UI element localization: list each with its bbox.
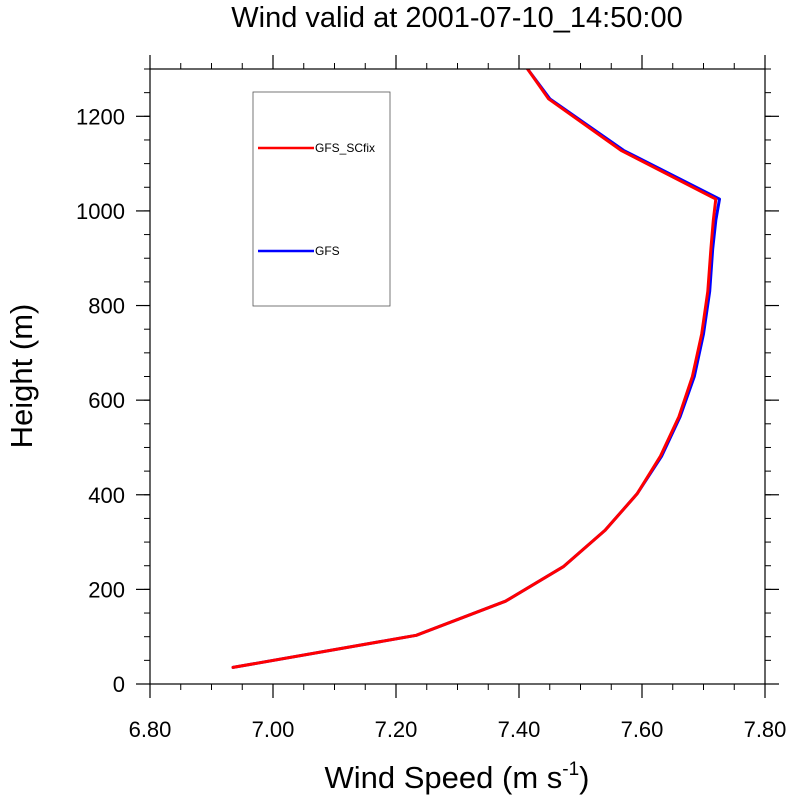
x-tick-label: 6.80	[129, 717, 172, 742]
plot-frame	[149, 68, 766, 685]
y-tick-label: 400	[88, 483, 125, 508]
y-axis: 0 200 400 600 800 1000 1200	[76, 68, 779, 697]
legend: GFS_SCfix GFS	[252, 91, 391, 307]
x-tick-label: 7.80	[744, 717, 787, 742]
x-axis-label-main: Wind Speed (m s	[325, 760, 563, 795]
y-tick-label: 0	[113, 672, 125, 697]
y-tick-label: 1200	[76, 104, 125, 129]
legend-box	[252, 91, 391, 307]
legend-label-gfs-scfix: GFS_SCfix	[315, 141, 375, 155]
x-axis: 6.80 7.00 7.20 7.40 7.60 7.80	[129, 55, 787, 742]
x-tick-label: 7.20	[375, 717, 418, 742]
y-axis-label: Height (m)	[4, 304, 39, 449]
x-tick-label: 7.40	[498, 717, 541, 742]
series-line-gfs-scfix	[231, 69, 718, 669]
y-tick-label: 1000	[76, 199, 125, 224]
y-tick-label: 200	[88, 577, 125, 602]
series-layer	[231, 69, 721, 669]
x-tick-label: 7.60	[621, 717, 664, 742]
y-tick-label: 800	[88, 294, 125, 319]
x-axis-label: Wind Speed (m s-1)	[325, 759, 590, 795]
legend-label-gfs: GFS	[315, 244, 340, 258]
x-tick-label: 7.00	[252, 717, 295, 742]
chart-title: Wind valid at 2001-07-10_14:50:00	[231, 2, 682, 34]
y-tick-label: 600	[88, 388, 125, 413]
x-axis-label-superscript: -1	[562, 759, 579, 780]
x-axis-label-suffix: )	[579, 760, 589, 795]
